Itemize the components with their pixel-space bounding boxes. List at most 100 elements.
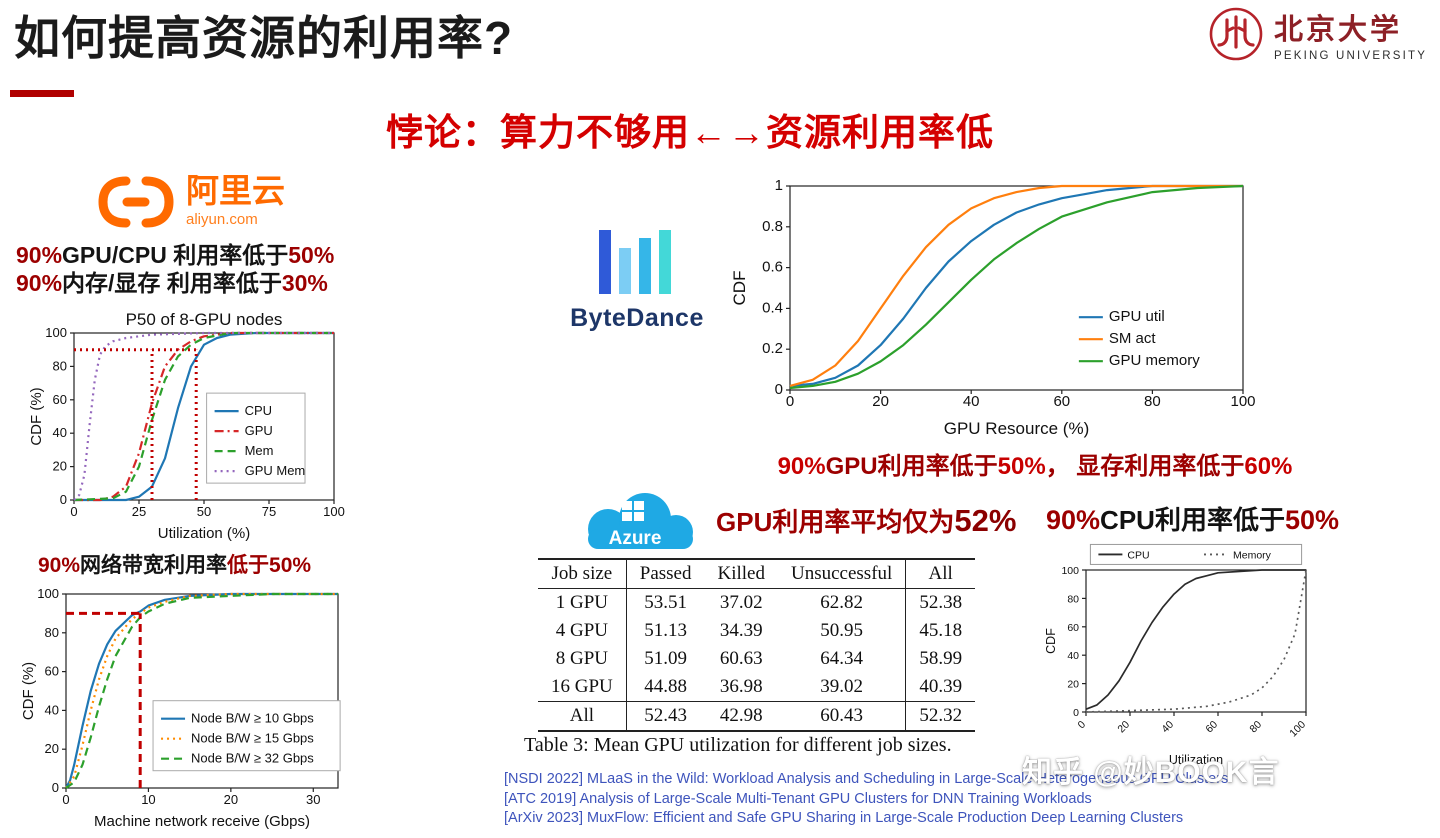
table-cell: 37.02 — [719, 592, 763, 613]
stat-value: 50% — [1284, 505, 1339, 535]
svg-text:Node B/W ≥ 15 Gbps: Node B/W ≥ 15 Gbps — [191, 731, 314, 746]
stat-value: 90% — [16, 270, 63, 296]
svg-text:50: 50 — [197, 504, 211, 519]
references: [NSDI 2022] MLaaS in the Wild: Workload … — [504, 770, 1228, 829]
bytedance-brand-text: ByteDance — [570, 304, 704, 332]
table-body: 1 GPU 53.51 37.02 62.82 52.38 4 GPU 51.13 34.39… — [538, 588, 976, 731]
svg-text:CPU: CPU — [1127, 549, 1149, 561]
table-header-cell: Killed — [717, 563, 766, 584]
svg-text:0: 0 — [1073, 707, 1079, 719]
svg-text:10: 10 — [141, 792, 155, 807]
table-cell: 16 GPU — [538, 673, 627, 702]
svg-text:0: 0 — [1076, 719, 1089, 732]
svg-text:40: 40 — [1067, 650, 1079, 662]
pku-logo: 北京大学 PEKING UNIVERSITY — [1208, 6, 1427, 62]
azure-cpu-note: 90%CPU利用率低于50% — [1046, 500, 1339, 537]
azure-brand-text: Azure — [609, 528, 662, 549]
stat-text: GPU利用率低于 — [825, 453, 998, 480]
stat-text: CPU利用率低于 — [1100, 505, 1285, 535]
svg-text:60: 60 — [1053, 393, 1070, 410]
table-cell: 39.02 — [820, 676, 864, 697]
table-cell: 8 GPU — [538, 645, 627, 673]
svg-text:Node B/W ≥ 10 Gbps: Node B/W ≥ 10 Gbps — [191, 711, 314, 726]
aliyun-stat-memory: 90%内存/显存 利用率低于30% — [16, 264, 328, 298]
stat-value: 50% — [288, 242, 335, 268]
watermark: 知乎 @妙BOOK言 — [1022, 756, 1280, 789]
stat-text: 网络带宽利用率 — [80, 554, 228, 577]
subtitle: 悖论：算力不够用←→资源利用率低 — [386, 112, 994, 153]
stat-text: 内存/显存 利用率低于 — [62, 270, 282, 296]
svg-text:80: 80 — [53, 358, 67, 373]
svg-text:0: 0 — [52, 780, 59, 795]
svg-text:20: 20 — [53, 459, 67, 474]
bytedance-logo: ByteDance — [552, 230, 722, 333]
stat-value: 90% — [1046, 505, 1101, 535]
svg-text:0.4: 0.4 — [762, 299, 783, 316]
stat-value: 90% — [16, 242, 63, 268]
svg-text:0.6: 0.6 — [762, 259, 783, 276]
aliyun-stat-gpu-cpu: 90%GPU/CPU 利用率低于50% — [16, 236, 334, 270]
stat-text: GPU利用率平均仅为 — [716, 507, 955, 537]
svg-text:80: 80 — [45, 625, 59, 640]
bytedance-note: 90%GPU利用率低于50%， 显存利用率低于60% — [775, 446, 1295, 481]
table-cell: 50.95 — [820, 620, 864, 641]
stat-value: 90% — [777, 453, 826, 480]
svg-text:60: 60 — [45, 664, 59, 679]
svg-text:0.8: 0.8 — [762, 218, 783, 235]
svg-text:Utilization (%): Utilization (%) — [158, 525, 251, 542]
stat-value: 50% — [997, 453, 1046, 480]
svg-text:20: 20 — [224, 792, 238, 807]
svg-text:60: 60 — [53, 392, 67, 407]
reference-line: [ArXiv 2023] MuxFlow: Efficient and Safe… — [504, 810, 1184, 826]
svg-text:Machine network receive (Gbps): Machine network receive (Gbps) — [94, 813, 310, 830]
svg-text:0: 0 — [70, 504, 77, 519]
azure-avg-note: GPU利用率平均仅为52% — [716, 502, 1016, 539]
table-cell: 51.13 — [644, 620, 687, 641]
svg-text:100: 100 — [37, 586, 59, 601]
pku-name-cn: 北京大学 — [1274, 14, 1403, 46]
table-header-cell: Unsuccessful — [791, 563, 893, 584]
azure-logo: Azure — [563, 487, 713, 564]
aliyun-brand-text: 阿里云 — [186, 172, 285, 209]
svg-text:100: 100 — [45, 325, 67, 340]
pku-name-en: PEKING UNIVERSITY — [1274, 50, 1428, 62]
azure-utilization-chart: 0 20 40 60 80 100 0 20 40 60 80 100 Utilization CDF CP… — [1042, 540, 1322, 777]
table-cell: 60.43 — [820, 705, 864, 726]
table-cell: 36.98 — [719, 676, 763, 697]
stat-value: 30% — [281, 270, 328, 296]
svg-text:1: 1 — [775, 177, 783, 194]
svg-text:Node B/W ≥ 32 Gbps: Node B/W ≥ 32 Gbps — [191, 751, 314, 766]
title-underline — [10, 90, 74, 97]
svg-text:CPU: CPU — [245, 403, 272, 418]
svg-text:80: 80 — [1144, 393, 1161, 410]
svg-text:75: 75 — [262, 504, 276, 519]
svg-text:30: 30 — [306, 792, 320, 807]
aliyun-network-chart: 0 10 20 30 0 20 40 60 80 100 Machine network recei… — [20, 582, 352, 838]
table-cell: 1 GPU — [538, 588, 627, 617]
table-header-cell: Passed — [639, 563, 692, 584]
table-cell: 60.63 — [719, 648, 763, 669]
table-cell: 58.99 — [905, 645, 976, 673]
stat-value: 低于50% — [227, 554, 312, 577]
svg-text:CDF: CDF — [1044, 628, 1058, 654]
stat-text: GPU/CPU 利用率低于 — [62, 242, 289, 268]
table-header-cell: Job size — [538, 559, 627, 589]
svg-text:40: 40 — [45, 702, 59, 717]
svg-text:40: 40 — [1159, 719, 1176, 736]
svg-text:CDF (%): CDF (%) — [20, 662, 37, 720]
svg-text:20: 20 — [1115, 719, 1132, 736]
table-cell: 52.32 — [905, 701, 976, 731]
bytedance-gpu-chart: 0 20 40 60 80 100 0 0.2 0.4 0.6 0.8 1 GPU Resource (… — [730, 174, 1257, 447]
svg-text:P50 of 8-GPU nodes: P50 of 8-GPU nodes — [126, 310, 283, 329]
stat-value: 60% — [1244, 453, 1293, 480]
table-cell: 42.98 — [719, 705, 763, 726]
aliyun-logo: 阿里云 aliyun.com — [96, 172, 285, 230]
svg-text:80: 80 — [1247, 719, 1264, 736]
svg-text:SM act: SM act — [1109, 330, 1157, 347]
svg-text:100: 100 — [1287, 719, 1308, 740]
azure-cloud-icon: Azure — [588, 493, 693, 549]
svg-text:100: 100 — [323, 504, 345, 519]
table-cell: 51.09 — [644, 648, 687, 669]
table-cell: All — [538, 701, 627, 731]
